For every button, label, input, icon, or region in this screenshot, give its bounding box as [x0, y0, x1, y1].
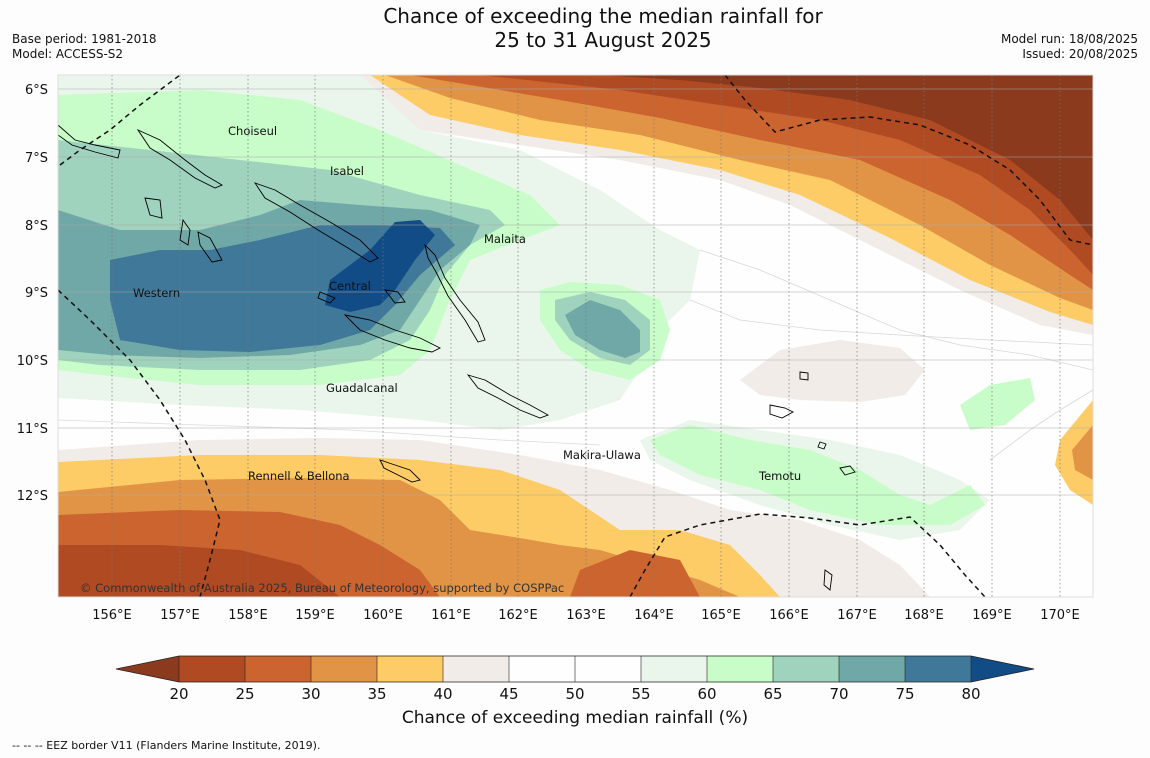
lon-label-158e: 158°E: [228, 608, 268, 623]
colorbar-bin-55-60: [641, 656, 707, 682]
region-labels: Choiseul Isabel Malaita Western Central …: [133, 124, 801, 483]
colorbar-bin-30-35: [311, 656, 377, 682]
colorbar-extend-low: [116, 656, 179, 682]
colorbar-tick: 70: [829, 685, 848, 700]
region-malaita: Malaita: [484, 232, 526, 246]
colorbar-bin-20-25: [179, 656, 245, 682]
contour-line-4: [58, 419, 601, 446]
lon-label-165e: 165°E: [701, 608, 741, 623]
lon-label-169e: 169°E: [972, 608, 1012, 623]
lon-label-168e: 168°E: [904, 608, 944, 623]
contour-60-65-southeast: [650, 425, 985, 525]
colorbar-label: Chance of exceeding median rainfall (%): [401, 708, 749, 728]
lat-label-7s: 7°S: [25, 151, 48, 166]
copyright-text: © Commonwealth of Australia 2025, Bureau…: [80, 581, 564, 595]
lon-label-156e: 156°E: [92, 608, 132, 623]
longitude-labels: 156°E 157°E 158°E 159°E 160°E 161°E 162°…: [92, 608, 1080, 623]
lon-label-166e: 166°E: [769, 608, 809, 623]
colorbar-tick: 65: [763, 685, 782, 700]
colorbar-extend-high: [971, 656, 1034, 682]
meta-right: Model run: 18/08/2025 Issued: 20/08/2025: [1001, 32, 1138, 62]
chart-title: Chance of exceeding the median rainfall …: [275, 4, 931, 52]
colorbar-tick: 50: [565, 685, 584, 700]
rainfall-map: © Commonwealth of Australia 2025, Bureau…: [17, 74, 1094, 700]
lon-label-159e: 159°E: [295, 608, 335, 623]
contour-20-25-north: [480, 75, 1093, 275]
colorbar-bin-60-65: [707, 656, 773, 682]
map-field: © Commonwealth of Australia 2025, Bureau…: [58, 75, 1093, 597]
island-outlines: [58, 124, 856, 591]
issued-date: Issued: 20/08/2025: [1022, 47, 1138, 61]
lat-label-12s: 12°S: [17, 489, 48, 504]
model-run: Model run: 18/08/2025: [1000, 32, 1138, 46]
title-line-2: 25 to 31 August 2025: [494, 28, 712, 52]
colorbar-tick-labels: 20 25 30 35 40 45 50 55 60 65 70 75 80: [169, 685, 980, 700]
eez-borders: [58, 75, 1093, 597]
colorbar: 20 25 30 35 40 45 50 55 60 65 70 75 80: [115, 655, 1035, 700]
contour-gt80-central: [325, 220, 435, 312]
lat-label-6s: 6°S: [25, 83, 48, 98]
contour-line-3: [989, 389, 1093, 461]
lon-label-164e: 164°E: [634, 608, 674, 623]
colorbar-bin-25-30: [245, 656, 311, 682]
colorbar-bin-75-80: [905, 656, 971, 682]
model-name: Model: ACCESS-S2: [12, 47, 124, 61]
region-choiseul: Choiseul: [228, 124, 277, 138]
contour-70-75-central: [565, 300, 640, 358]
lon-label-157e: 157°E: [160, 608, 200, 623]
colorbar-tick: 35: [367, 685, 386, 700]
lon-label-170e: 170°E: [1040, 608, 1080, 623]
lon-label-162e: 162°E: [498, 608, 538, 623]
contour-60-65-east: [960, 378, 1035, 430]
contour-line-1: [699, 249, 1093, 371]
colorbar-tick: 45: [499, 685, 518, 700]
lat-label-11s: 11°S: [17, 422, 48, 437]
lat-label-9s: 9°S: [25, 286, 48, 301]
colorbar-bin-65-70: [773, 656, 839, 682]
colorbar-tick: 55: [631, 685, 650, 700]
contour-40-45-east: [740, 340, 925, 402]
lon-label-163e: 163°E: [566, 608, 606, 623]
title-line-1: Chance of exceeding the median rainfall …: [383, 4, 823, 28]
lon-label-160e: 160°E: [363, 608, 403, 623]
region-central: Central: [329, 279, 371, 293]
region-temotu: Temotu: [758, 469, 801, 483]
lat-label-10s: 10°S: [17, 354, 48, 369]
region-isabel: Isabel: [330, 164, 364, 178]
base-period: Base period: 1981-2018: [12, 32, 157, 46]
colorbar-bin-45-50: [509, 656, 575, 682]
colorbar-bin-35-40: [377, 656, 443, 682]
colorbar-dividers: [178, 656, 972, 682]
lon-label-161e: 161°E: [431, 608, 471, 623]
region-rennell-bellona: Rennell & Bellona: [248, 469, 350, 483]
colorbar-tick: 25: [235, 685, 254, 700]
colorbar-tick: 75: [895, 685, 914, 700]
colorbar-bin-40-45: [443, 656, 509, 682]
lat-label-8s: 8°S: [25, 219, 48, 234]
eez-footnote: -- -- -- EEZ border V11 (Flanders Marine…: [12, 739, 321, 752]
graticule-meridians: [111, 75, 1061, 597]
colorbar-tick: 60: [697, 685, 716, 700]
colorbar-tick: 80: [961, 685, 980, 700]
contour-25-30-south-east: [570, 550, 700, 597]
lon-label-167e: 167°E: [837, 608, 877, 623]
contour-20-25-south: [58, 545, 340, 597]
colorbar-bin-50-55: [575, 656, 641, 682]
region-guadalcanal: Guadalcanal: [326, 381, 398, 395]
graticule-parallels: [58, 88, 1093, 496]
contour-line-2: [689, 299, 1093, 346]
colorbar-tick: 40: [433, 685, 452, 700]
colorbar-bin-70-75: [839, 656, 905, 682]
region-western: Western: [133, 286, 180, 300]
map-frame: [57, 74, 1094, 598]
region-makira-ulawa: Makira-Ulawa: [563, 448, 641, 462]
colorbar-tick: 30: [301, 685, 320, 700]
colorbar-tick: 20: [169, 685, 188, 700]
contour-lt20-north: [600, 75, 1093, 240]
meta-left: Base period: 1981-2018 Model: ACCESS-S2: [12, 32, 157, 62]
latitude-labels: 6°S 7°S 8°S 9°S 10°S 11°S 12°S: [17, 83, 48, 504]
contour-30-35-east: [1072, 425, 1093, 480]
